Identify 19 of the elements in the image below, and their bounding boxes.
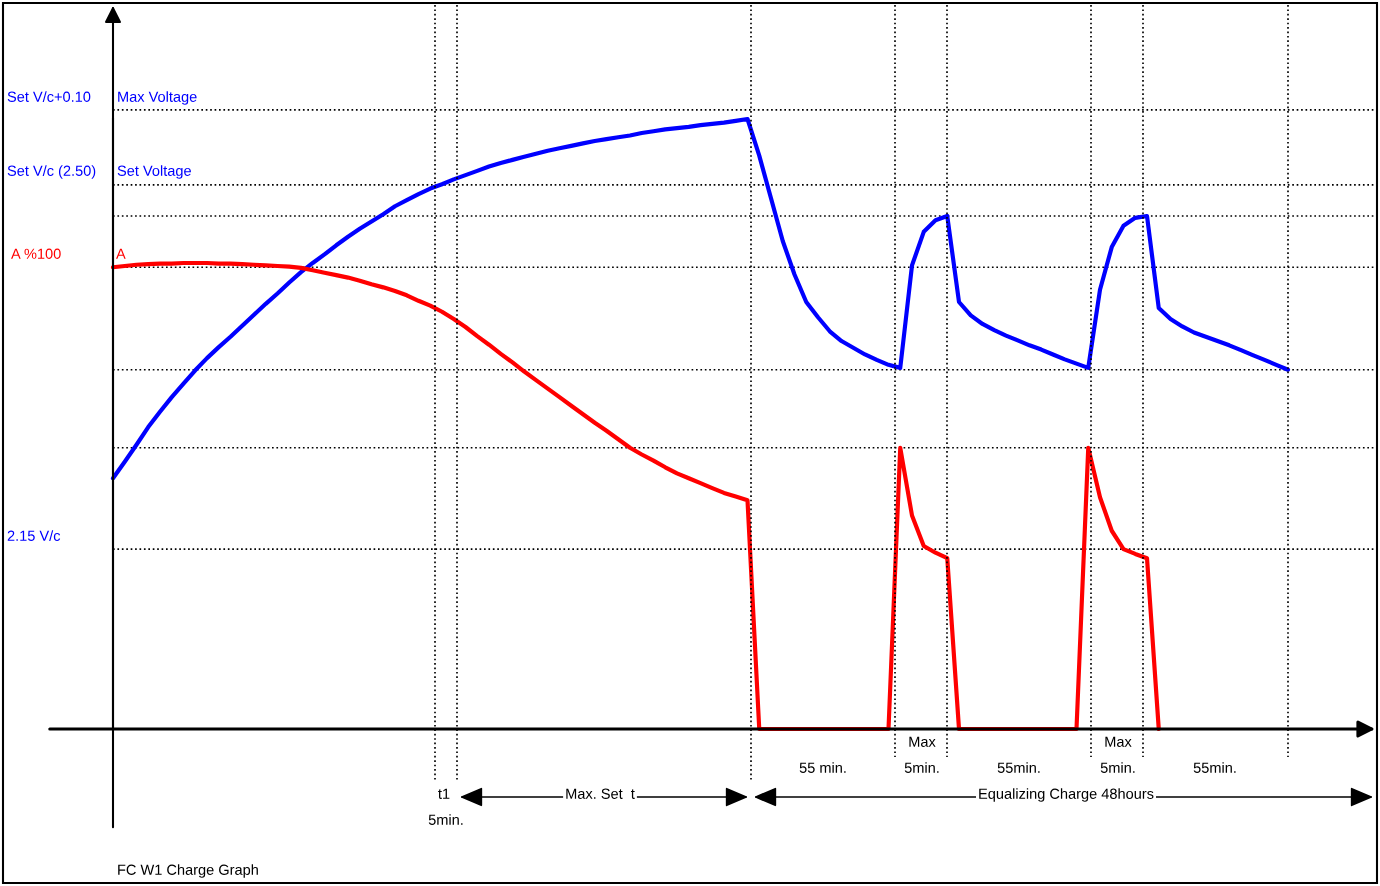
text: 5min. bbox=[428, 814, 463, 825]
text: 55min. bbox=[997, 762, 1040, 773]
text: Max Voltage bbox=[118, 91, 197, 105]
text: 55min. bbox=[1193, 762, 1236, 773]
text: FC W1 Charge Graph bbox=[118, 864, 258, 878]
text: Max bbox=[909, 736, 936, 747]
text: A %100 bbox=[11, 248, 61, 259]
annotation: A bbox=[116, 248, 126, 259]
text: Equalizing Charge 48hours bbox=[979, 788, 1154, 802]
text: 5min. bbox=[904, 762, 939, 773]
text: Max bbox=[1105, 736, 1132, 747]
text: Max. Set t bbox=[566, 788, 635, 799]
text: Set V/c+0.10 bbox=[7, 91, 91, 102]
text: Set V/c (2.50) bbox=[7, 165, 96, 179]
text: t1 bbox=[438, 788, 450, 799]
annotation: Set Voltage bbox=[117, 165, 191, 179]
text: 2.15 V/c bbox=[7, 530, 61, 541]
text: 55 min. bbox=[799, 762, 846, 773]
text: 5min. bbox=[1100, 762, 1135, 773]
